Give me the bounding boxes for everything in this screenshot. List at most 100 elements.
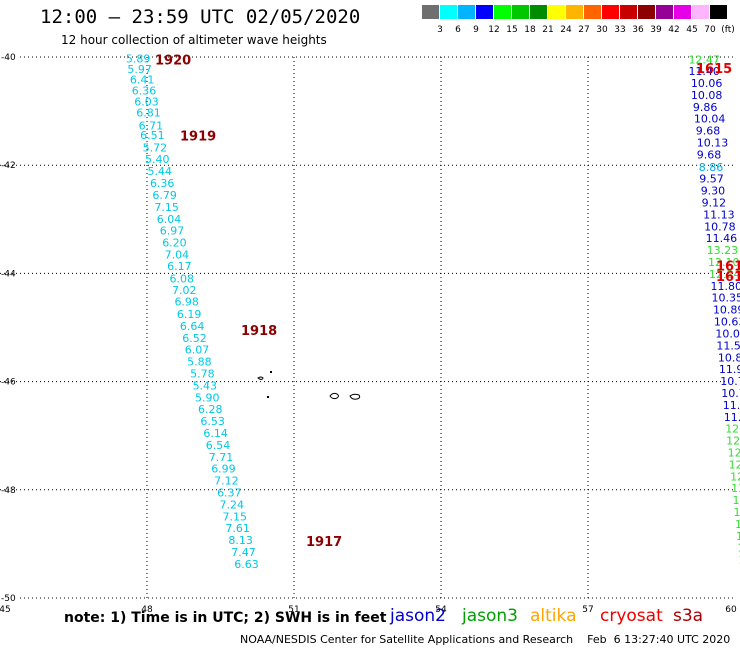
wave-height-value: 10.89 [713, 304, 740, 317]
lon-tick-label: 60 [725, 605, 737, 615]
wave-height-value: 9.57 [699, 173, 724, 186]
wave-height-value: 6.28 [198, 403, 223, 416]
colorbar-label: 3 [437, 25, 443, 35]
wave-height-value: 12.41 [725, 423, 740, 436]
lon-tick-label: 48 [141, 605, 153, 615]
altimeter-track: 12.4711.4010.0610.089.8610.049.6810.139.… [688, 54, 740, 579]
wave-height-value: 6.98 [174, 296, 199, 309]
colorbar-label: 12 [488, 25, 500, 35]
wave-height-value: 10.35 [711, 292, 740, 305]
wave-height-value: 6.64 [180, 320, 205, 333]
wave-height-value: 12.91 [728, 446, 740, 459]
colorbar-label: 27 [578, 25, 590, 35]
wave-height-value: 12.89 [733, 494, 740, 507]
colorbar-swatch [512, 5, 529, 19]
wave-height-value: 6.17 [167, 260, 192, 273]
colorbar-swatch [656, 5, 673, 19]
wave-height-value: 7.61 [225, 522, 250, 535]
pass-time-label: 1918 [241, 324, 277, 339]
island-crozet-east-2 [349, 393, 361, 400]
satellite-legend-item: jason3 [462, 606, 518, 626]
wave-height-value: 6.04 [157, 213, 182, 226]
colorbar-swatch [602, 5, 619, 19]
colorbar-label: 30 [596, 25, 608, 35]
wave-height-value: 11.63 [724, 411, 740, 424]
island-dot [267, 396, 269, 398]
wave-height-value: 6.36 [132, 85, 157, 98]
wave-height-value: 5.40 [145, 153, 170, 166]
wave-height-value: 13.55 [735, 518, 740, 531]
colorbar-swatch [548, 5, 565, 19]
satellite-legend-item: altika [530, 606, 577, 626]
wave-height-value: 11.80 [711, 280, 740, 293]
wave-height-value: 12.10 [708, 256, 740, 269]
colorbar-swatch [620, 5, 637, 19]
colorbar-label: 21 [542, 25, 554, 35]
wave-height-value: 6.36 [150, 177, 175, 190]
pass-time-label: 1917 [306, 535, 342, 550]
wave-height-value: 6.71 [139, 120, 164, 133]
lat-tick-label: -40 [1, 53, 16, 63]
wave-height-value: 10.04 [694, 113, 726, 126]
wave-height-value: 7.12 [214, 475, 239, 488]
map-title: 12:00 – 23:59 UTC 02/05/2020 [40, 6, 361, 28]
wave-height-value: 6.52 [182, 332, 207, 345]
wave-height-value: 6.07 [185, 344, 210, 357]
wave-height-value: 11.40 [688, 65, 720, 78]
lat-tick-label: -42 [1, 161, 16, 171]
altimeter-track: 5.895.976.416.366.036.816.716.515.725.40… [126, 53, 342, 571]
wave-height-value: 12.38 [729, 458, 740, 471]
wave-height-value: 6.53 [200, 415, 225, 428]
wave-height-value: 5.72 [143, 141, 168, 154]
wave-height-value: 6.51 [140, 129, 165, 142]
wave-height-value: 10.13 [697, 136, 729, 149]
colorbar-swatch [638, 5, 655, 19]
colorbar-label: 45 [686, 25, 698, 35]
wave-height-value: 6.81 [136, 107, 161, 120]
satellite-legend-item: jason2 [390, 606, 446, 626]
pass-time-label: 1615 [696, 62, 732, 77]
wave-height-value: 12.24 [709, 268, 740, 281]
colorbar-label: 6 [455, 25, 461, 35]
wave-height-value: 9.86 [693, 101, 718, 114]
lat-tick-label: -44 [1, 269, 16, 279]
wave-height-value: 6.97 [160, 225, 185, 238]
wave-height-value: 7.47 [231, 546, 256, 559]
wave-height-value: 9.30 [701, 185, 726, 198]
wave-height-value: 5.43 [193, 379, 218, 392]
colorbar-swatch [530, 5, 547, 19]
wave-height-value: 6.41 [130, 74, 155, 87]
map-subtitle: 12 hour collection of altimeter wave hei… [61, 33, 327, 47]
satellite-legend-item: s3a [673, 606, 704, 626]
colorbar-label: 33 [614, 25, 626, 35]
wave-height-value: 12.21 [726, 435, 740, 448]
lon-tick-label: 51 [288, 605, 299, 615]
lon-tick-label: 54 [435, 605, 447, 615]
wave-height-value: 6.19 [177, 308, 202, 321]
wave-height-value: 5.90 [195, 391, 220, 404]
wave-height-value: 9.68 [696, 125, 721, 138]
colorbar-label: 70 [704, 25, 716, 35]
wave-height-value: 6.14 [203, 427, 228, 440]
wave-height-value: 10.70 [720, 375, 740, 388]
wave-height-value: 8.86 [699, 161, 724, 174]
wave-height-value: 10.78 [704, 220, 736, 233]
lat-tick-label: -50 [1, 594, 16, 604]
colorbar-label: 36 [632, 25, 644, 35]
colorbar-swatch [422, 5, 439, 19]
wave-height-value: 10.63 [714, 316, 740, 329]
colorbar-label: 15 [506, 25, 518, 35]
map-grid: 45 48 51 54 57 60 -40 -42 -44 -46 -48 -50 [0, 53, 737, 615]
wave-height-value: 13.72 [734, 506, 740, 519]
island-dot [270, 371, 272, 373]
wave-height-value: 9.12 [702, 197, 727, 210]
satellite-legend-item: cryosat [600, 606, 663, 626]
wave-height-value: 10.78 [721, 387, 740, 400]
colorbar-swatch [440, 5, 457, 19]
wave-height-value: 14.2 [738, 554, 740, 567]
wave-height-value: 5.89 [126, 53, 150, 66]
wave-height-value: 5.88 [187, 356, 212, 369]
altimeter-tracks: 5.895.976.416.366.036.816.716.515.725.40… [126, 53, 740, 579]
pass-time-label: 1920 [155, 54, 191, 69]
